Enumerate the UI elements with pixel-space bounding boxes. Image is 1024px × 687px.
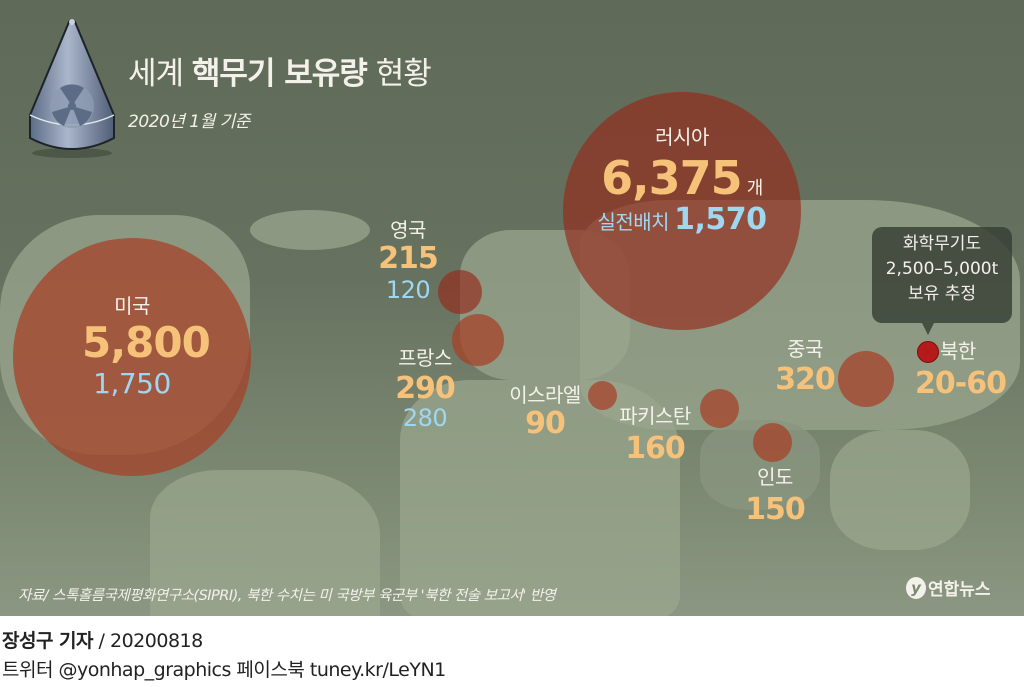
country-name: 프랑스 — [398, 346, 452, 370]
deployed-value: 1,570 — [674, 202, 767, 237]
deployed-value: 120 — [385, 276, 431, 304]
callout-line1: 화학무기도 — [902, 234, 982, 254]
publish-date: / 20200818 — [93, 630, 204, 652]
total-value: 320 — [775, 362, 836, 397]
label-north-korea-value: 20-60 — [915, 366, 1007, 401]
label-china: 중국 320 — [775, 337, 836, 397]
land-southeast-asia — [830, 430, 970, 550]
bubble-france — [452, 314, 504, 366]
country-name: 파키스탄 — [619, 404, 691, 428]
label-pakistan: 파키스탄 160 — [610, 406, 700, 464]
total-value: 5,800 — [82, 318, 211, 367]
label-india: 인도 150 — [740, 467, 810, 525]
deployed-value: 280 — [402, 404, 448, 432]
country-name: 영국 — [390, 218, 426, 242]
bubble-israel — [588, 381, 617, 410]
yonhap-logo: y 연합뉴스 — [906, 575, 991, 600]
country-name: 러시아 — [655, 125, 709, 149]
title-prefix: 세계 — [128, 56, 184, 92]
nuclear-warhead-icon — [29, 19, 115, 158]
page-title: 세계 핵무기 보유량 현황 — [128, 48, 432, 93]
label-usa: 미국 5,800 1,750 — [82, 294, 211, 400]
header: 세계 핵무기 보유량 현황 2020년 1월 기준 — [128, 48, 432, 132]
country-name: 미국 — [114, 294, 150, 318]
reporter-name: 장성구 기자 — [2, 630, 94, 652]
label-israel: 이스라엘 90 — [500, 385, 590, 439]
callout-line3: 보유 추정 — [908, 284, 976, 304]
country-name: 중국 — [787, 337, 823, 361]
total-value: 290 — [395, 371, 456, 406]
yonhap-logo-icon: y — [906, 576, 926, 599]
title-suffix: 현황 — [375, 56, 432, 92]
total-value: 20-60 — [915, 366, 1007, 401]
bubble-pakistan — [700, 389, 739, 428]
total-value: 160 — [625, 431, 686, 466]
social-links: 트위터 @yonhap_graphics 페이스북 tuney.kr/LeYN1 — [2, 659, 446, 681]
total-value: 215 — [378, 241, 439, 276]
bubble-usa — [13, 238, 251, 476]
bubble-india — [753, 423, 792, 462]
label-france: 프랑스 290 280 — [385, 348, 465, 430]
unit-label: 개 — [746, 178, 764, 199]
label-uk: 영국 215 120 — [375, 220, 441, 302]
total-value: 90 — [525, 406, 566, 441]
country-name: 인도 — [757, 465, 793, 489]
land-greenland — [250, 210, 370, 250]
chemical-weapons-callout: 화학무기도 2,500–5,000t 보유 추정 — [872, 227, 1012, 335]
label-north-korea-name: 북한 — [940, 341, 990, 361]
land-south-america — [150, 470, 380, 616]
total-value: 6,375 — [601, 151, 743, 205]
title-bold: 핵무기 보유량 — [191, 56, 368, 92]
source-note: 자료/ 스톡홀름국제평화연구소(SIPRI), 북한 수치는 미 국방부 육군부… — [18, 588, 556, 604]
logo-text: 연합뉴스 — [928, 580, 991, 600]
callout-line2: 2,500–5,000t — [885, 259, 999, 279]
deployed-label: 실전배치 — [597, 210, 670, 234]
bubble-china — [838, 351, 894, 407]
bubble-north-korea — [917, 341, 939, 363]
country-name: 북한 — [940, 339, 976, 363]
label-russia: 러시아 6,375 개 실전배치 1,570 — [582, 127, 782, 235]
bubble-russia — [563, 92, 801, 330]
reporter-credit: 장성구 기자 / 20200818 — [2, 626, 203, 653]
world-map: 세계 핵무기 보유량 현황 2020년 1월 기준 미국 5,800 1,750… — [0, 0, 1024, 616]
total-value: 150 — [745, 492, 806, 527]
bubble-uk — [438, 270, 482, 314]
subtitle: 2020년 1월 기준 — [128, 112, 250, 132]
deployed-value: 1,750 — [93, 367, 171, 400]
country-name: 이스라엘 — [509, 383, 581, 407]
